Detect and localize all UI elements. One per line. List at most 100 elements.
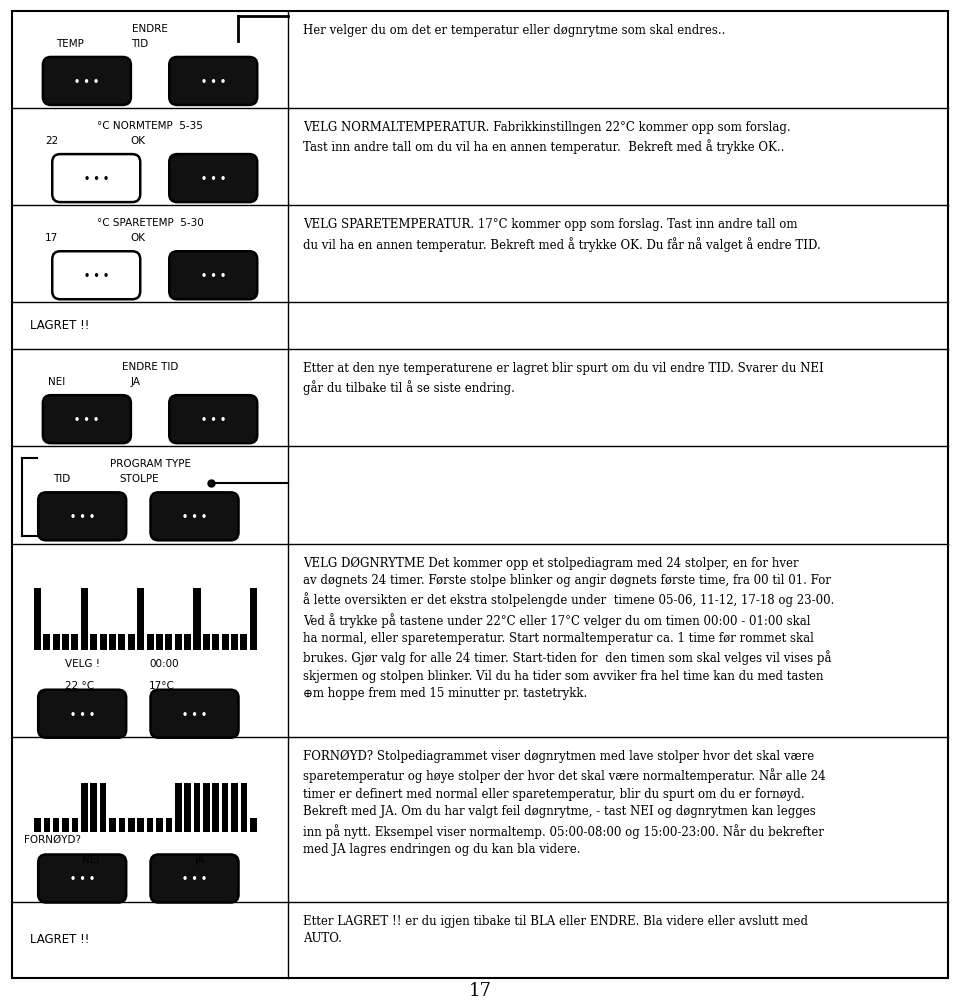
Bar xyxy=(222,783,228,832)
Bar xyxy=(137,589,144,650)
Bar xyxy=(62,818,69,832)
Text: • • •: • • • xyxy=(84,174,108,184)
Text: TID: TID xyxy=(131,39,148,49)
Text: Etter at den nye temperaturene er lagret blir spurt om du vil endre TID. Svarer : Etter at den nye temperaturene er lagret… xyxy=(303,362,824,395)
Bar xyxy=(212,783,219,832)
Text: 17: 17 xyxy=(45,233,59,243)
Text: TID: TID xyxy=(54,473,71,483)
Bar xyxy=(222,635,228,650)
Text: 22 °C: 22 °C xyxy=(64,681,94,691)
Text: • • •: • • • xyxy=(201,174,226,184)
Text: • • •: • • • xyxy=(74,415,100,424)
Bar xyxy=(109,635,116,650)
Text: Her velger du om det er temperatur eller døgnrytme som skal endres..: Her velger du om det er temperatur eller… xyxy=(303,24,726,37)
Bar xyxy=(81,589,88,650)
Bar xyxy=(231,635,238,650)
Bar xyxy=(43,635,50,650)
Text: 00:00: 00:00 xyxy=(149,659,179,669)
Bar xyxy=(165,635,173,650)
Bar xyxy=(53,635,60,650)
Text: NEI: NEI xyxy=(83,855,100,865)
Bar xyxy=(156,818,163,832)
Bar xyxy=(137,818,144,832)
Text: LAGRET !!: LAGRET !! xyxy=(30,319,89,332)
Bar xyxy=(184,783,191,832)
Text: • • •: • • • xyxy=(70,512,95,522)
Text: OK: OK xyxy=(131,233,146,243)
Bar xyxy=(147,818,154,832)
Text: • • •: • • • xyxy=(70,874,95,884)
Text: OK: OK xyxy=(131,136,146,146)
Text: NEI: NEI xyxy=(48,377,65,387)
Bar xyxy=(156,635,163,650)
Bar xyxy=(241,783,248,832)
Bar xyxy=(231,783,238,832)
Bar xyxy=(72,818,79,832)
FancyBboxPatch shape xyxy=(43,58,131,106)
Bar xyxy=(34,589,41,650)
Bar xyxy=(240,635,248,650)
Bar xyxy=(90,635,97,650)
Text: TEMP: TEMP xyxy=(57,39,84,49)
Text: FORNØYD? Stolpediagrammet viser døgnrytmen med lave stolper hvor det skal være
s: FORNØYD? Stolpediagrammet viser døgnrytm… xyxy=(303,749,826,856)
Bar xyxy=(250,818,256,832)
Text: • • •: • • • xyxy=(182,874,207,884)
Text: 17: 17 xyxy=(468,982,492,1000)
Text: • • •: • • • xyxy=(182,512,207,522)
Bar xyxy=(250,589,257,650)
FancyBboxPatch shape xyxy=(52,252,140,300)
Bar xyxy=(53,818,60,832)
Bar xyxy=(62,635,69,650)
Text: VELG NORMALTEMPERATUR. Fabrikkinstillngen 22°C kommer opp som forslag.
Tast inn : VELG NORMALTEMPERATUR. Fabrikkinstillnge… xyxy=(303,121,791,154)
Bar xyxy=(204,783,209,832)
Text: VELG SPARETEMPERATUR. 17°C kommer opp som forslag. Tast inn andre tall om
du vil: VELG SPARETEMPERATUR. 17°C kommer opp so… xyxy=(303,218,821,252)
Bar xyxy=(194,783,201,832)
Text: VELG !: VELG ! xyxy=(64,659,100,669)
Text: FORNØYD?: FORNØYD? xyxy=(24,834,81,845)
Text: • • •: • • • xyxy=(70,709,95,719)
FancyBboxPatch shape xyxy=(169,252,257,300)
FancyBboxPatch shape xyxy=(151,492,238,541)
Bar xyxy=(128,818,134,832)
Text: 22: 22 xyxy=(45,136,59,146)
Bar xyxy=(175,783,181,832)
FancyBboxPatch shape xyxy=(38,690,126,738)
Bar xyxy=(81,783,87,832)
Text: • • •: • • • xyxy=(182,709,207,719)
Bar xyxy=(100,635,107,650)
FancyBboxPatch shape xyxy=(169,58,257,106)
Bar xyxy=(175,635,181,650)
Text: LAGRET !!: LAGRET !! xyxy=(30,932,89,945)
Text: ENDRE TID: ENDRE TID xyxy=(122,362,179,372)
Bar xyxy=(71,635,79,650)
Text: • • •: • • • xyxy=(201,415,226,424)
Bar xyxy=(203,635,210,650)
Text: VELG DØGNRYTME Det kommer opp et stolpediagram med 24 stolper, en for hver
av dø: VELG DØGNRYTME Det kommer opp et stolped… xyxy=(303,556,834,700)
Bar xyxy=(119,818,125,832)
Bar xyxy=(165,818,172,832)
Bar xyxy=(194,589,201,650)
Bar xyxy=(43,818,50,832)
Bar xyxy=(118,635,126,650)
Text: • • •: • • • xyxy=(201,271,226,281)
Text: Etter LAGRET !! er du igjen tibake til BLA eller ENDRE. Bla videre eller avslutt: Etter LAGRET !! er du igjen tibake til B… xyxy=(303,914,808,944)
Text: STOLPE: STOLPE xyxy=(120,473,159,483)
Text: JA: JA xyxy=(195,855,204,865)
Text: ENDRE: ENDRE xyxy=(132,24,168,34)
Bar xyxy=(90,783,97,832)
FancyBboxPatch shape xyxy=(38,492,126,541)
Text: PROGRAM TYPE: PROGRAM TYPE xyxy=(109,459,190,469)
Bar xyxy=(109,818,116,832)
Text: • • •: • • • xyxy=(74,77,100,87)
FancyBboxPatch shape xyxy=(52,154,140,203)
Text: °C NORMTEMP  5-35: °C NORMTEMP 5-35 xyxy=(97,121,203,131)
FancyBboxPatch shape xyxy=(151,690,238,738)
Bar xyxy=(35,818,40,832)
FancyBboxPatch shape xyxy=(169,154,257,203)
FancyBboxPatch shape xyxy=(38,855,126,903)
FancyBboxPatch shape xyxy=(43,396,131,443)
Bar xyxy=(100,783,107,832)
FancyBboxPatch shape xyxy=(151,855,238,903)
Bar xyxy=(147,635,154,650)
Text: • • •: • • • xyxy=(84,271,108,281)
